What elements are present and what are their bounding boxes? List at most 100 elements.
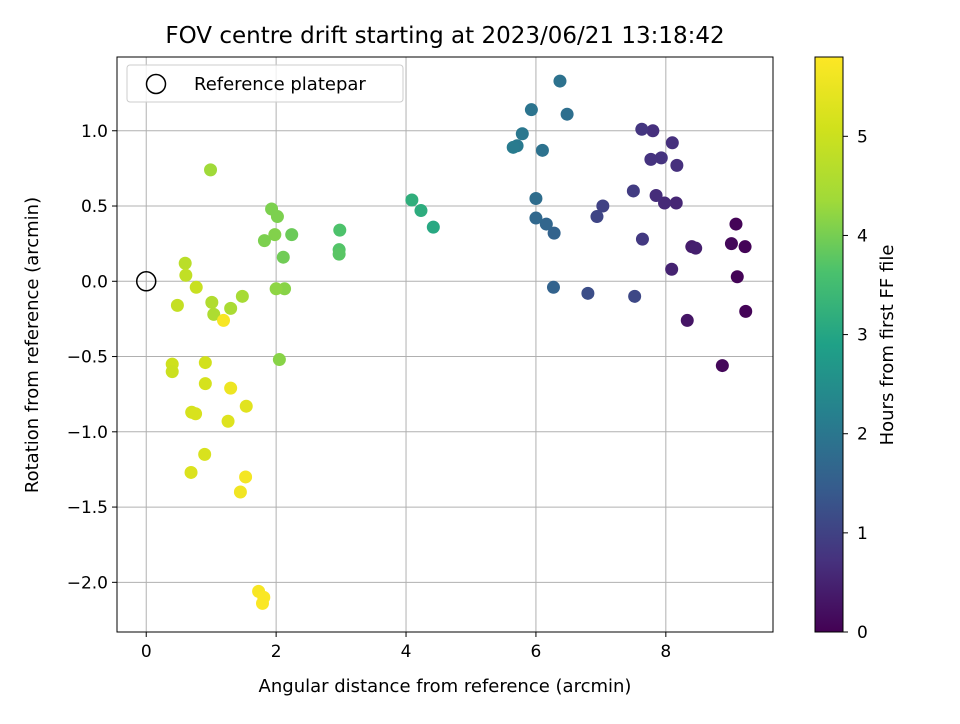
data-point bbox=[506, 140, 520, 154]
data-point bbox=[596, 199, 610, 213]
data-point bbox=[239, 399, 253, 413]
y-tick-label: −2.0 bbox=[67, 573, 108, 593]
y-axis-ticks: −2.0 −1.5 −1.0 −0.5 0.0 0.5 1.0 bbox=[67, 122, 117, 593]
data-point bbox=[257, 234, 271, 248]
colorbar-tick-label: 4 bbox=[857, 226, 868, 246]
y-tick-label: −1.5 bbox=[67, 498, 108, 518]
data-point bbox=[198, 356, 212, 370]
data-point bbox=[715, 359, 729, 373]
data-point bbox=[332, 247, 346, 261]
data-point bbox=[224, 301, 238, 315]
grid-lines bbox=[117, 57, 773, 632]
colorbar bbox=[814, 56, 844, 633]
data-point bbox=[689, 241, 703, 255]
data-point bbox=[179, 268, 193, 282]
colorbar-tick-label: 1 bbox=[857, 524, 868, 544]
y-tick-label: −1.0 bbox=[67, 423, 108, 443]
y-tick-label: 1.0 bbox=[81, 122, 108, 142]
data-point bbox=[635, 232, 649, 246]
data-point bbox=[730, 270, 744, 284]
data-point bbox=[198, 447, 212, 461]
colorbar-tick-label: 2 bbox=[857, 425, 868, 445]
x-tick-label: 8 bbox=[660, 642, 671, 662]
data-point bbox=[184, 465, 198, 479]
plot-area-frame bbox=[116, 56, 774, 633]
data-point bbox=[285, 228, 299, 242]
data-point bbox=[524, 103, 538, 117]
data-point bbox=[547, 226, 561, 240]
x-tick-label: 2 bbox=[271, 642, 282, 662]
colorbar-ticks: 0 1 2 3 4 5 bbox=[843, 127, 868, 643]
data-point bbox=[198, 377, 212, 391]
data-point bbox=[165, 365, 179, 379]
legend-open-circle-icon bbox=[145, 73, 167, 95]
data-point bbox=[654, 151, 668, 165]
data-point bbox=[626, 184, 640, 198]
y-tick-label: 0.0 bbox=[81, 272, 108, 292]
data-point bbox=[255, 596, 269, 610]
reference-platepar-marker bbox=[135, 271, 157, 292]
data-point bbox=[649, 188, 663, 202]
y-tick-label: 0.5 bbox=[81, 197, 108, 217]
data-point bbox=[539, 217, 553, 231]
data-point bbox=[239, 470, 253, 484]
data-point bbox=[207, 307, 221, 321]
data-point bbox=[529, 191, 543, 205]
data-point bbox=[729, 217, 743, 231]
data-point bbox=[560, 107, 574, 121]
y-tick-label: −0.5 bbox=[67, 348, 108, 368]
data-point bbox=[553, 74, 567, 88]
data-point bbox=[669, 196, 683, 210]
data-point bbox=[529, 211, 543, 225]
data-point bbox=[224, 381, 238, 395]
x-tick-label: 0 bbox=[141, 642, 152, 662]
data-point bbox=[233, 485, 247, 499]
data-point bbox=[658, 196, 672, 210]
data-point bbox=[546, 280, 560, 294]
data-point bbox=[204, 163, 218, 177]
data-point bbox=[665, 136, 679, 150]
chart-title: FOV centre drift starting at 2023/06/21 … bbox=[165, 23, 724, 49]
colorbar-label: Hours from first FF file bbox=[877, 245, 898, 446]
data-point bbox=[269, 282, 283, 296]
data-point bbox=[426, 220, 440, 234]
data-point bbox=[644, 152, 658, 166]
y-axis-label: Rotation from reference (arcmin) bbox=[22, 197, 43, 493]
data-point bbox=[680, 313, 694, 327]
legend-entry-label: Reference platepar bbox=[194, 74, 366, 95]
data-point bbox=[221, 414, 235, 428]
data-point bbox=[738, 240, 752, 254]
data-point bbox=[189, 280, 203, 294]
data-point bbox=[670, 158, 684, 172]
data-point bbox=[515, 127, 529, 141]
data-point bbox=[205, 295, 219, 309]
data-point bbox=[581, 286, 595, 300]
x-axis-label: Angular distance from reference (arcmin) bbox=[259, 676, 632, 697]
colorbar-tick-label: 0 bbox=[857, 623, 868, 643]
data-point bbox=[333, 223, 347, 237]
x-tick-label: 6 bbox=[531, 642, 542, 662]
data-points bbox=[165, 74, 753, 610]
data-point bbox=[535, 143, 549, 157]
data-point bbox=[235, 289, 249, 303]
data-point bbox=[414, 204, 428, 218]
data-point bbox=[590, 210, 604, 224]
data-point bbox=[665, 262, 679, 276]
data-point bbox=[217, 313, 231, 327]
data-point bbox=[646, 124, 660, 138]
colorbar-tick-label: 5 bbox=[857, 127, 868, 147]
data-point bbox=[405, 193, 419, 207]
data-point bbox=[635, 122, 649, 136]
legend: Reference platepar bbox=[126, 64, 404, 103]
data-point bbox=[265, 202, 279, 216]
colorbar-tick-label: 3 bbox=[857, 326, 868, 346]
x-tick-label: 4 bbox=[401, 642, 412, 662]
data-point bbox=[276, 250, 290, 264]
data-point bbox=[189, 407, 203, 421]
data-point bbox=[739, 304, 753, 318]
legend-box bbox=[126, 64, 404, 103]
x-axis-ticks: 0 2 4 6 8 bbox=[141, 632, 671, 662]
data-point bbox=[272, 353, 286, 367]
